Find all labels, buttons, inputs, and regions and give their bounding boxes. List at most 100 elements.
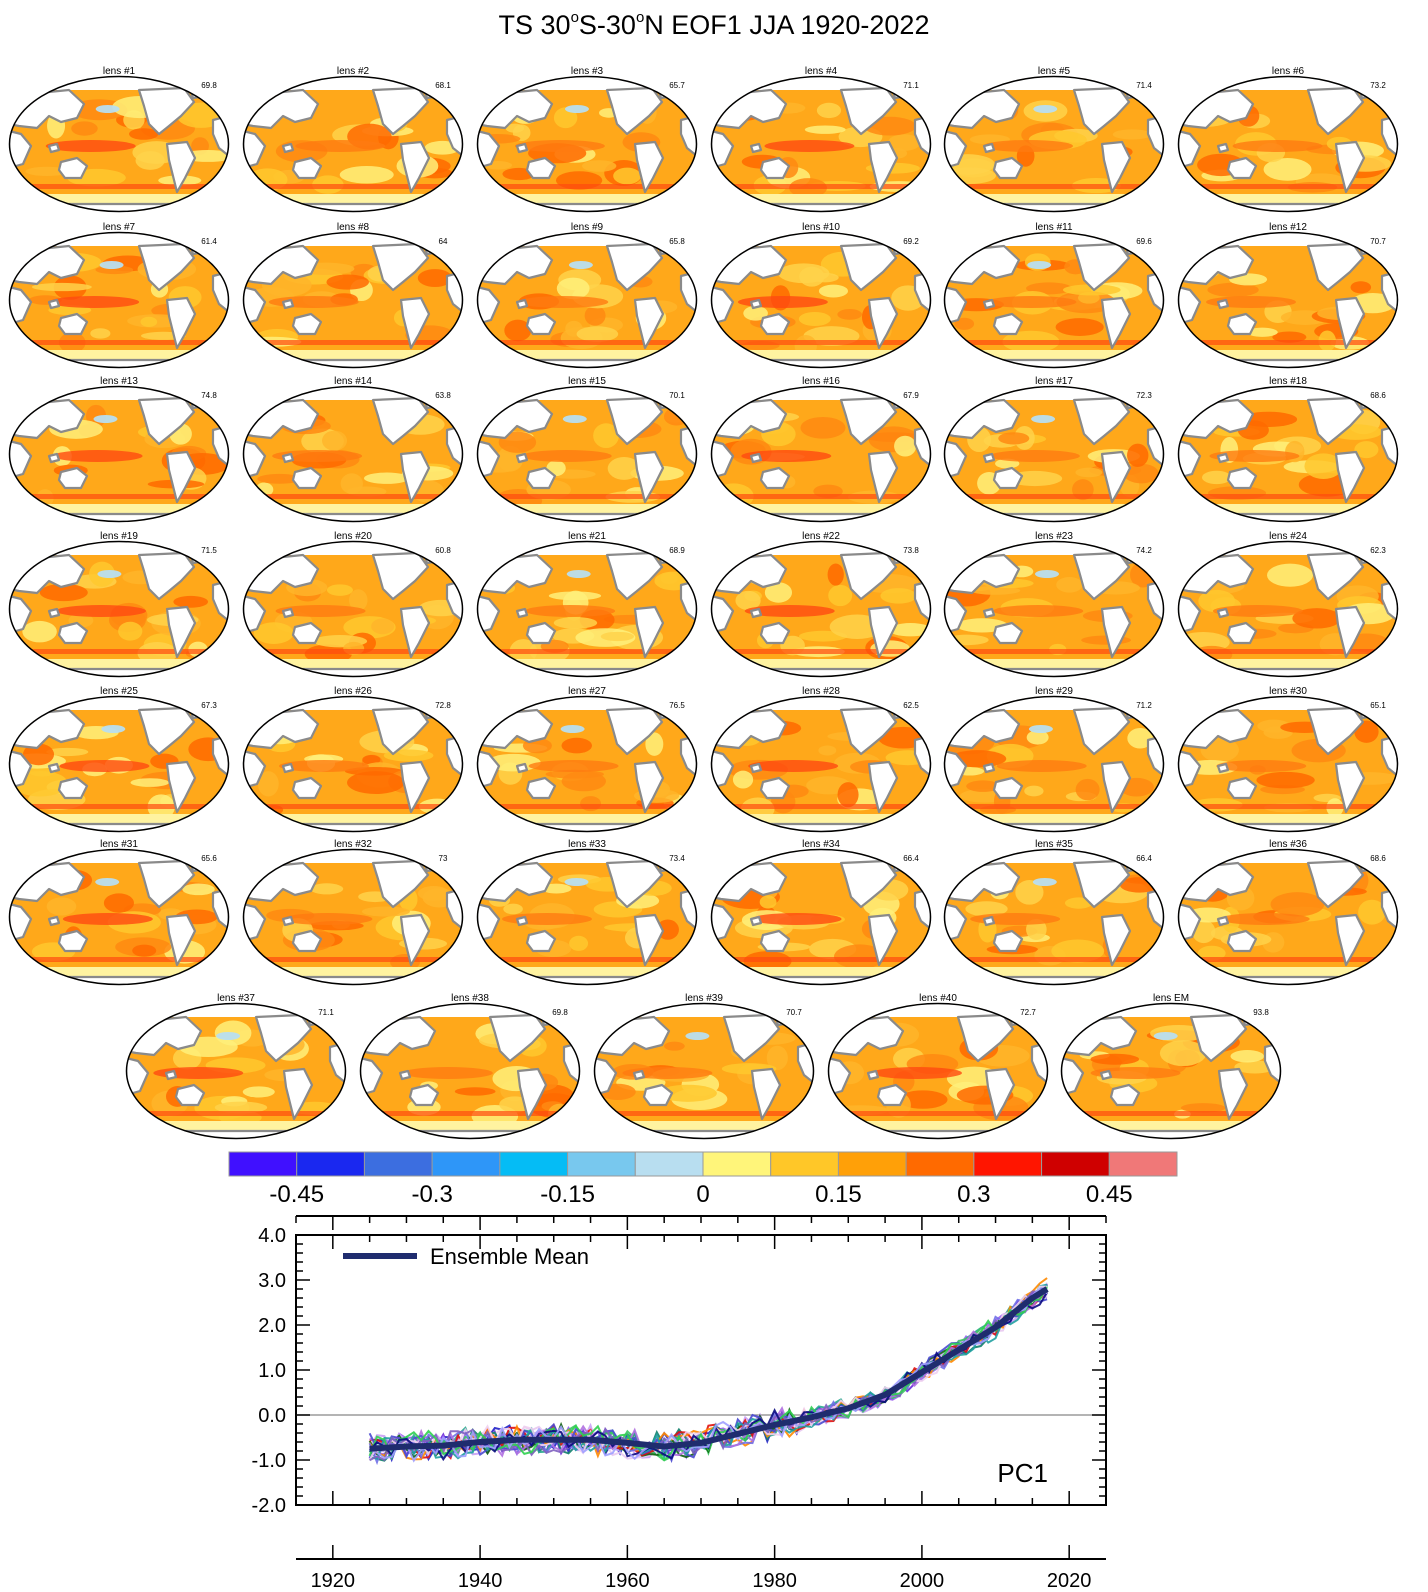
panel-variance: 71.2 <box>1136 701 1152 710</box>
map-panel: lens #31 65.6 <box>8 839 230 986</box>
panel-variance: 65.7 <box>669 81 685 90</box>
panel-variance: 63.8 <box>435 391 451 400</box>
panel-variance: 62.5 <box>903 701 919 710</box>
x-tick-label: 1920 <box>311 1570 356 1592</box>
panel-variance: 74.2 <box>1136 546 1152 555</box>
panel-label: lens #37 <box>217 993 255 1004</box>
map-panel: lens #11 69.6 <box>943 222 1165 369</box>
colorbar-swatch <box>1041 1151 1110 1177</box>
map-panel: lens #6 73.2 <box>1177 66 1399 213</box>
map-panel: lens #21 68.9 <box>476 531 698 678</box>
colorbar-tick-label: -0.3 <box>411 1181 452 1208</box>
map-panel: lens #18 68.6 <box>1177 376 1399 523</box>
panel-label: lens #25 <box>100 686 138 697</box>
panel-variance: 70.7 <box>1370 237 1386 246</box>
map-panel: lens #25 67.3 <box>8 686 230 833</box>
panel-label: lens #12 <box>1269 222 1307 233</box>
map-panel: lens #40 72.7 <box>827 993 1049 1140</box>
map-panel: lens #2 68.1 <box>242 66 464 213</box>
map-panel: lens #4 71.1 <box>710 66 932 213</box>
panel-label: lens #8 <box>337 222 370 233</box>
map-panel: lens #20 60.8 <box>242 531 464 678</box>
colorbar-tick-label: 0.45 <box>1086 1181 1133 1208</box>
panel-label: lens #14 <box>334 376 372 387</box>
map-panel: lens #1 69.8 <box>8 66 230 213</box>
panel-variance: 72.8 <box>435 701 451 710</box>
map-panel: lens #38 69.8 <box>359 993 581 1140</box>
x-tick-label: 1940 <box>458 1570 503 1592</box>
map-panel: lens #14 63.8 <box>242 376 464 523</box>
panel-variance: 71.1 <box>318 1008 334 1017</box>
colorbar-swatch <box>702 1151 772 1177</box>
legend-label: Ensemble Mean <box>430 1244 589 1269</box>
panel-variance: 68.6 <box>1370 391 1386 400</box>
pc1-line-chart: -2.0 -1.0 0.0 1.0 2.0 3.0 4.0 1920 1940 1960 1980 2… <box>252 1215 1107 1592</box>
map-panel: lens #15 70.1 <box>476 376 698 523</box>
panel-label: lens #30 <box>1269 686 1307 697</box>
y-tick-label: -2.0 <box>252 1495 286 1517</box>
pc1-annotation: PC1 <box>997 1458 1048 1488</box>
colorbar: -0.45 -0.3 -0.15 0 0.15 0.3 0.45 <box>228 1151 1178 1208</box>
y-tick-label: 2.0 <box>258 1315 286 1337</box>
x-tick-label: 2020 <box>1047 1570 1092 1592</box>
map-panel: lens #26 72.8 <box>242 686 464 833</box>
map-panel: lens #5 71.4 <box>943 66 1165 213</box>
panel-variance: 70.1 <box>669 391 685 400</box>
panel-variance: 62.3 <box>1370 546 1386 555</box>
panel-label: lens #36 <box>1269 839 1307 850</box>
colorbar-swatch <box>973 1151 1043 1177</box>
figure-title: TS 30oS-30oN EOF1 JJA 1920-2022 <box>499 9 930 40</box>
panel-variance: 70.7 <box>786 1008 802 1017</box>
colorbar-tick-label: 0 <box>696 1181 709 1208</box>
colorbar-swatch <box>296 1151 365 1177</box>
panel-label: lens #2 <box>337 66 370 77</box>
map-panel: lens #10 69.2 <box>710 222 932 369</box>
colorbar-tick-label: 0.3 <box>957 1181 990 1208</box>
map-panel: lens #8 64 <box>242 222 464 369</box>
map-panel: lens #35 66.4 <box>943 839 1165 986</box>
panel-variance: 72.3 <box>1136 391 1152 400</box>
y-tick-label: -1.0 <box>252 1450 286 1472</box>
panel-variance: 73.8 <box>903 546 919 555</box>
panel-variance: 65.8 <box>669 237 685 246</box>
map-panel: lens #30 65.1 <box>1177 686 1399 833</box>
panel-variance: 67.9 <box>903 391 919 400</box>
panel-variance: 64 <box>439 237 448 246</box>
colorbar-tick-label: 0.15 <box>815 1181 862 1208</box>
panel-variance: 71.4 <box>1136 81 1152 90</box>
map-panel: lens #39 70.7 <box>593 993 815 1140</box>
panel-label: lens #10 <box>802 222 840 233</box>
panel-variance: 69.8 <box>552 1008 568 1017</box>
panel-label: lens #33 <box>568 839 606 850</box>
panel-variance: 73 <box>439 854 448 863</box>
map-panel: lens #36 68.6 <box>1177 839 1399 986</box>
map-panel: lens #19 71.5 <box>8 531 230 678</box>
panel-label: lens #1 <box>103 66 136 77</box>
panel-variance: 72.7 <box>1020 1008 1036 1017</box>
panel-label: lens #15 <box>568 376 606 387</box>
panel-variance: 73.2 <box>1370 81 1386 90</box>
x-tick-label: 1960 <box>605 1570 650 1592</box>
y-tick-label: 3.0 <box>258 1270 286 1292</box>
panel-variance: 73.4 <box>669 854 685 863</box>
x-tick-label: 2000 <box>900 1570 945 1592</box>
panel-label: lens #21 <box>568 531 606 542</box>
panel-label: lens #23 <box>1035 531 1073 542</box>
map-panel: lens #23 74.2 <box>943 531 1165 678</box>
panel-label: lens #34 <box>802 839 840 850</box>
colorbar-swatch <box>228 1151 298 1177</box>
panel-label: lens #16 <box>802 376 840 387</box>
panel-variance: 69.8 <box>201 81 217 90</box>
panel-variance: 69.6 <box>1136 237 1152 246</box>
colorbar-swatch <box>499 1151 569 1177</box>
panel-variance: 68.1 <box>435 81 451 90</box>
map-panel: lens #17 72.3 <box>943 376 1165 523</box>
panel-variance: 65.6 <box>201 854 217 863</box>
map-panel: lens EM 93.8 <box>1060 993 1282 1140</box>
panel-variance: 76.5 <box>669 701 685 710</box>
panel-label: lens #4 <box>805 66 838 77</box>
colorbar-swatch <box>1108 1151 1178 1177</box>
panel-label: lens #31 <box>100 839 138 850</box>
map-panels-grid: lens #1 69.8 lens #2 68.1 lens #3 65.7 lens #4… <box>8 66 1399 1140</box>
